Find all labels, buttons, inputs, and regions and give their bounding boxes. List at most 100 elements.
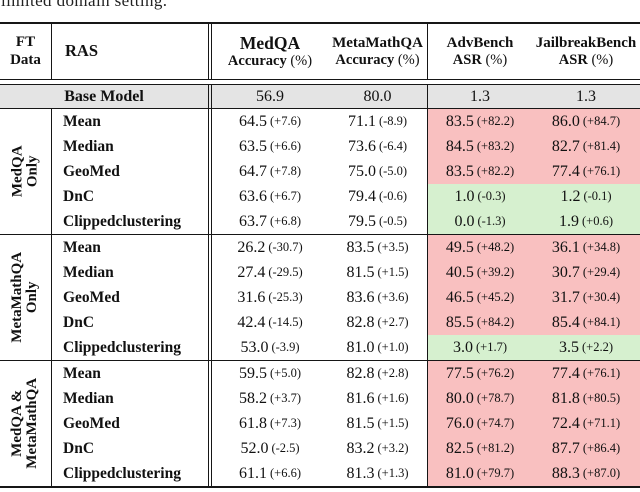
header-ft-line1: FT bbox=[15, 34, 36, 51]
metric-delta: (+1.7) bbox=[476, 340, 507, 354]
medqa-accuracy-cell: 53.0 (-3.9) bbox=[212, 335, 328, 360]
metric-delta: (-0.6) bbox=[378, 189, 408, 203]
metric-value: 85.5 bbox=[445, 313, 474, 331]
metric-value: 46.5 bbox=[445, 288, 474, 306]
metamathqa-accuracy-cell: 81.6 (+1.6) bbox=[328, 386, 428, 411]
medqa-accuracy-cell: 52.0 (-2.5) bbox=[212, 436, 328, 461]
jailbreakbench-asr-cell: 30.7 (+29.4) bbox=[532, 260, 640, 285]
metric-delta: (+83.2) bbox=[476, 139, 515, 153]
metric-value: 53.0 bbox=[240, 338, 269, 356]
metric-value: 58.2 bbox=[239, 389, 267, 407]
metric-value: 1.9 bbox=[559, 212, 579, 230]
metric-value: 1.0 bbox=[454, 187, 475, 205]
metamathqa-accuracy-cell: 81.5 (+1.5) bbox=[328, 260, 428, 285]
metric-value: 30.7 bbox=[551, 263, 580, 281]
metric-delta: (-30.7) bbox=[268, 240, 303, 254]
metric-value: 61.8 bbox=[239, 414, 267, 432]
metric-value: 64.7 bbox=[239, 162, 267, 180]
method-label: Clippedclustering bbox=[52, 461, 212, 486]
advbench-asr-cell: 1.0 (-0.3) bbox=[428, 184, 532, 209]
metamathqa-accuracy-cell: 83.2 (+3.2) bbox=[328, 436, 428, 461]
advbench-asr-cell: 84.5 (+83.2) bbox=[428, 134, 532, 159]
medqa-accuracy-cell: 61.1 (+6.6) bbox=[212, 461, 328, 486]
metric-delta: (+2.2) bbox=[582, 340, 613, 354]
metric-delta: (+84.2) bbox=[476, 315, 515, 329]
jailbreakbench-asr-cell: 87.7 (+86.4) bbox=[532, 436, 640, 461]
metric-delta: (-2.5) bbox=[271, 441, 300, 455]
medqa-accuracy-cell: 64.5 (+7.6) bbox=[212, 109, 328, 134]
metric-value: 59.5 bbox=[239, 364, 267, 382]
metric-value: 82.8 bbox=[346, 364, 375, 382]
metric-delta: (-3.9) bbox=[271, 340, 300, 354]
medqa-accuracy-cell: 59.5 (+5.0) bbox=[212, 361, 328, 386]
metric-delta: (-14.5) bbox=[268, 315, 303, 329]
medqa-accuracy-cell: 63.7 (+6.8) bbox=[212, 209, 328, 234]
metric-value: 63.6 bbox=[239, 187, 267, 205]
metric-delta: (+7.8) bbox=[270, 164, 301, 178]
metric-delta: (+6.7) bbox=[270, 189, 301, 203]
method-label: Median bbox=[52, 260, 212, 285]
advbench-asr-cell: 83.5 (+82.2) bbox=[428, 159, 532, 184]
metric-delta: (+45.2) bbox=[476, 290, 515, 304]
advbench-asr-cell: 77.5 (+76.2) bbox=[428, 361, 532, 386]
ft-data-group: MedQA & MetaMathQA Mean 59.5 (+5.0) 82.8 (+2.8… bbox=[0, 360, 640, 486]
advbench-asr-cell: 40.5 (+39.2) bbox=[428, 260, 532, 285]
metric-value: 83.5 bbox=[346, 238, 375, 256]
metamathqa-accuracy-cell: 81.5 (+1.5) bbox=[328, 411, 428, 436]
metric-delta: (-0.3) bbox=[477, 189, 506, 203]
metric-delta: (-0.1) bbox=[583, 189, 612, 203]
metric-value: 77.5 bbox=[445, 364, 474, 382]
medqa-accuracy-cell: 61.8 (+7.3) bbox=[212, 411, 328, 436]
metric-value: 49.5 bbox=[445, 238, 474, 256]
advbench-asr-cell: 82.5 (+81.2) bbox=[428, 436, 532, 461]
method-label: DnC bbox=[52, 184, 212, 209]
metric-delta: (+84.7) bbox=[582, 114, 621, 128]
metric-delta: (+0.6) bbox=[582, 214, 613, 228]
metric-delta: (+87.0) bbox=[582, 466, 621, 480]
results-table: FT Data RAS MedQA Accuracy (%) MetaMathQ… bbox=[0, 22, 640, 488]
metric-delta: (-1.3) bbox=[477, 214, 506, 228]
metric-value: 84.5 bbox=[445, 137, 474, 155]
rotated-label-text: MedQA Only bbox=[9, 145, 41, 198]
metric-delta: (+7.6) bbox=[270, 114, 301, 128]
metric-value: 1.2 bbox=[560, 187, 581, 205]
metric-value: 81.0 bbox=[346, 338, 375, 356]
medqa-accuracy-cell: 64.7 (+7.8) bbox=[212, 159, 328, 184]
metric-value: 81.6 bbox=[346, 389, 375, 407]
metric-value: 79.4 bbox=[347, 187, 376, 205]
ft-data-group: MetaMathQA Only Mean 26.2 (-30.7) 83.5 (+3.5) 4… bbox=[0, 234, 640, 360]
advbench-asr-cell: 76.0 (+74.7) bbox=[428, 411, 532, 436]
jailbreakbench-asr-cell: 36.1 (+34.8) bbox=[532, 235, 640, 260]
metric-delta: (-6.4) bbox=[378, 139, 408, 153]
method-label: DnC bbox=[52, 310, 212, 335]
method-label: Clippedclustering bbox=[52, 209, 212, 234]
metric-delta: (+48.2) bbox=[476, 240, 515, 254]
metric-value: 82.8 bbox=[346, 313, 375, 331]
metric-value: 26.2 bbox=[237, 238, 266, 256]
metric-delta: (+30.4) bbox=[582, 290, 621, 304]
header-jailbreakbench-asr: JailbreakBench ASR (%) bbox=[535, 34, 637, 68]
header-ras: RAS bbox=[52, 24, 212, 79]
header-ft-data: FT Data bbox=[0, 24, 52, 79]
metric-delta: (-29.5) bbox=[268, 265, 303, 279]
metamathqa-accuracy-cell: 79.4 (-0.6) bbox=[328, 184, 428, 209]
jailbreakbench-asr-cell: 1.2 (-0.1) bbox=[532, 184, 640, 209]
metric-delta: (+74.7) bbox=[476, 416, 515, 430]
header-metamathqa-accuracy: MetaMathQA Accuracy (%) bbox=[328, 24, 428, 79]
method-label: Median bbox=[52, 386, 212, 411]
metamathqa-accuracy-cell: 83.5 (+3.5) bbox=[328, 235, 428, 260]
metamathqa-accuracy-cell: 82.8 (+2.8) bbox=[328, 361, 428, 386]
metric-value: 81.0 bbox=[445, 464, 474, 482]
jailbreakbench-asr-cell: 3.5 (+2.2) bbox=[532, 335, 640, 360]
ft-data-group-label: MedQA Only bbox=[0, 109, 52, 234]
metric-value: 77.4 bbox=[551, 364, 580, 382]
metric-delta: (-25.3) bbox=[268, 290, 303, 304]
metric-value: 63.7 bbox=[239, 212, 267, 230]
jailbreakbench-asr-cell: 81.8 (+80.5) bbox=[532, 386, 640, 411]
metric-delta: (+84.1) bbox=[582, 315, 621, 329]
metric-value: 75.0 bbox=[347, 162, 376, 180]
metric-delta: (+39.2) bbox=[476, 265, 515, 279]
metamathqa-accuracy-cell: 75.0 (-5.0) bbox=[328, 159, 428, 184]
metric-delta: (+6.8) bbox=[270, 214, 301, 228]
medqa-accuracy-cell: 63.5 (+6.6) bbox=[212, 134, 328, 159]
